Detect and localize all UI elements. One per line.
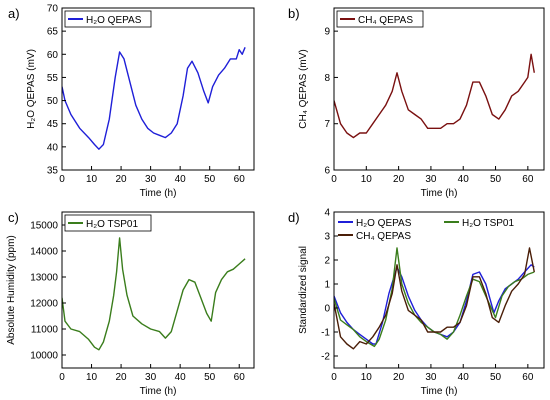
- y-tick-label: 2: [324, 256, 330, 267]
- y-axis-label: H₂O QEPAS (mV): [26, 49, 37, 129]
- legend-box: [64, 10, 152, 28]
- x-tick-label: 40: [175, 372, 187, 383]
- legend-entry: H₂O TSP01: [462, 218, 514, 229]
- x-tick-label: 60: [522, 372, 534, 383]
- x-tick-label: 20: [116, 174, 128, 185]
- plot-frame: [61, 7, 255, 171]
- y-tick-label: 65: [47, 27, 59, 38]
- plot-frame: [333, 211, 545, 369]
- y-tick-label: 40: [47, 142, 59, 153]
- y-tick-label: 7: [324, 119, 330, 130]
- x-tick-label: 10: [86, 174, 98, 185]
- x-tick-label: 0: [59, 174, 65, 185]
- y-tick-label: 0: [324, 304, 330, 315]
- x-axis-label: Time (h): [421, 386, 458, 397]
- legend-entry: CH₄ QEPAS: [356, 231, 411, 242]
- x-tick-label: 40: [458, 174, 470, 185]
- y-tick-label: 60: [47, 50, 59, 61]
- legend: CH₄ QEPAS: [336, 10, 424, 28]
- legend-entry: H₂O QEPAS: [356, 218, 412, 229]
- y-axis-label: CH₄ QEPAS (mV): [298, 49, 309, 128]
- y-tick-label: 10000: [30, 351, 58, 362]
- x-tick-label: 10: [86, 372, 98, 383]
- y-tick-label: 50: [47, 96, 59, 107]
- legend-box: [64, 214, 152, 232]
- x-axis-label: Time (h): [421, 188, 458, 199]
- plot-frame: [61, 211, 255, 369]
- x-tick-label: 30: [425, 174, 437, 185]
- x-tick-label: 50: [204, 174, 216, 185]
- y-tick-label: -2: [321, 352, 330, 363]
- legend: H₂O TSP01: [64, 214, 152, 232]
- legend: H₂O QEPAS H₂O TSP01 CH₄ QEPAS: [338, 218, 514, 242]
- y-tick-label: 70: [47, 4, 59, 15]
- chart-panel-3: c) 0 10 20 30 40 50 60 10000 11000 12000 13000 14000…: [6, 210, 255, 397]
- chart-panel-1: a) 0 10 20 30 40 50 60 35 40 45 50 55 60 65 70 Time (h) H…: [8, 4, 255, 199]
- legend-entry: H₂O QEPAS: [86, 15, 142, 26]
- panel-label: d): [288, 210, 300, 225]
- x-tick-label: 0: [59, 372, 65, 383]
- panel-label: c): [8, 210, 19, 225]
- y-axis-label: Standardized signal: [298, 246, 309, 334]
- y-tick-label: 15000: [30, 221, 58, 232]
- legend-box: [336, 10, 424, 28]
- legend-entry: H₂O TSP01: [86, 219, 138, 230]
- y-tick-label: 3: [324, 232, 330, 243]
- y-tick-label: 35: [47, 166, 59, 177]
- y-tick-label: 6: [324, 166, 330, 177]
- y-tick-label: 11000: [31, 325, 59, 336]
- y-tick-label: 14000: [30, 247, 58, 258]
- x-tick-label: 50: [204, 372, 216, 383]
- x-tick-label: 60: [234, 372, 246, 383]
- x-tick-label: 20: [393, 174, 405, 185]
- x-tick-label: 40: [458, 372, 470, 383]
- chart-panel-2: b) 0 10 20 30 40 50 60 6 7 8 9 Time (h) CH₄ QEPAS (mV…: [288, 6, 545, 199]
- y-tick-label: -1: [321, 328, 330, 339]
- y-tick-label: 1: [324, 280, 330, 291]
- y-tick-label: 8: [324, 73, 330, 84]
- y-tick-label: 55: [47, 73, 59, 84]
- x-tick-label: 0: [331, 372, 337, 383]
- x-tick-label: 0: [331, 174, 337, 185]
- x-tick-label: 60: [234, 174, 246, 185]
- x-tick-label: 20: [116, 372, 128, 383]
- x-axis-label: Time (h): [140, 188, 177, 199]
- y-axis-label: Absolute Humidity (ppm): [6, 235, 17, 344]
- x-tick-label: 50: [490, 174, 502, 185]
- y-tick-label: 4: [324, 208, 330, 219]
- y-tick-label: 45: [47, 119, 59, 130]
- x-tick-label: 50: [490, 372, 502, 383]
- x-tick-label: 30: [145, 372, 157, 383]
- y-tick-label: 9: [324, 27, 330, 38]
- x-axis-label: Time (h): [140, 386, 177, 397]
- legend: H₂O QEPAS: [64, 10, 152, 28]
- x-tick-label: 40: [175, 174, 187, 185]
- x-tick-label: 60: [522, 174, 534, 185]
- plot-frame: [333, 7, 545, 171]
- series-line-1: [334, 53, 535, 139]
- series-line-1: [62, 237, 246, 351]
- panel-label: b): [288, 6, 300, 21]
- series-line-1: [62, 47, 246, 150]
- y-tick-label: 12000: [30, 299, 58, 310]
- x-tick-label: 30: [425, 372, 437, 383]
- y-tick-label: 13000: [30, 273, 58, 284]
- x-tick-label: 10: [361, 174, 373, 185]
- series-line-3: [334, 247, 535, 350]
- x-tick-label: 10: [361, 372, 373, 383]
- x-tick-label: 30: [145, 174, 157, 185]
- legend-entry: CH₄ QEPAS: [358, 15, 413, 26]
- x-tick-label: 20: [393, 372, 405, 383]
- chart-panel-4: d) 0 10 20 30 40 50 60 -2 -1 0 1 2 3 4 Time (h) Standard…: [288, 208, 545, 397]
- panel-label: a): [8, 6, 20, 21]
